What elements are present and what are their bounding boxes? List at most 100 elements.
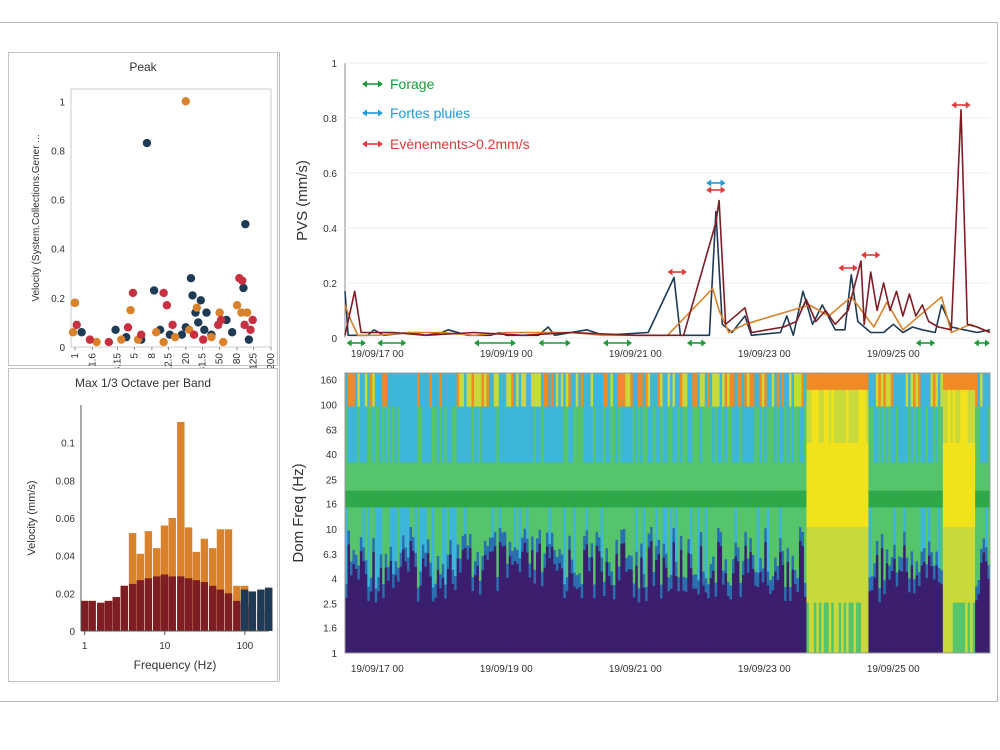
- heatmap-cell: [511, 564, 515, 654]
- heatmap-cell: [431, 587, 435, 602]
- heatmap-cell: [900, 373, 904, 407]
- heatmap-cell: [469, 462, 472, 491]
- heatmap-cell: [702, 507, 706, 572]
- heatmap-cell: [372, 406, 376, 463]
- y-tick-label: 0: [331, 334, 337, 345]
- heatmap-cell: [823, 389, 827, 444]
- heatmap-cell: [359, 406, 363, 463]
- heatmap-cell: [749, 406, 753, 463]
- heatmap-cell: [798, 507, 802, 528]
- heatmap-cell: [357, 406, 361, 463]
- heatmap-cell: [863, 373, 867, 391]
- heatmap-cell: [965, 389, 969, 444]
- x-tick-label: 1: [70, 353, 81, 359]
- heatmap-cell: [736, 373, 740, 407]
- heatmap-cell: [459, 558, 462, 574]
- x-tick-label: 19/09/23 00: [738, 664, 791, 675]
- heatmap-cell: [674, 490, 678, 508]
- heatmap-cell: [424, 507, 428, 554]
- heatmap-cell: [392, 373, 396, 407]
- heatmap-cell: [538, 373, 542, 407]
- heatmap-cell: [729, 507, 733, 586]
- heatmap-cell: [545, 406, 549, 463]
- heatmap-cell: [729, 406, 733, 463]
- heatmap-cell: [650, 462, 654, 491]
- heatmap-cell: [789, 462, 792, 491]
- heatmap-cell: [883, 490, 887, 508]
- heatmap-cell: [379, 554, 383, 569]
- heatmap-cell: [526, 462, 529, 491]
- heatmap-cell: [354, 462, 358, 491]
- heatmap-cell: [441, 507, 445, 565]
- heatmap-cell: [461, 490, 465, 508]
- heatmap-cell: [354, 568, 358, 654]
- heatmap-cell: [915, 575, 919, 654]
- heatmap-cell: [930, 462, 934, 491]
- heatmap-cell: [868, 373, 872, 407]
- heatmap-cell: [977, 594, 981, 654]
- heatmap-cell: [791, 373, 795, 407]
- heatmap-cell: [746, 462, 750, 491]
- heatmap-cell: [717, 406, 720, 463]
- heatmap-cell: [724, 462, 728, 491]
- heatmap-cell: [890, 462, 894, 491]
- heatmap-cell: [575, 575, 579, 590]
- heatmap-cell: [354, 507, 358, 556]
- heatmap-cell: [650, 490, 654, 508]
- heatmap-cell: [548, 544, 552, 559]
- heatmap-cell: [940, 406, 944, 463]
- heatmap-cell: [692, 406, 696, 463]
- octave-bar: [128, 533, 137, 631]
- heatmap-cell: [923, 562, 926, 654]
- scatter-point: [200, 325, 209, 334]
- heatmap-cell: [702, 571, 706, 586]
- heatmap-cell: [826, 373, 830, 391]
- heatmap-cell: [875, 507, 879, 542]
- heatmap-cell: [392, 462, 396, 491]
- heatmap-cell: [565, 591, 569, 654]
- heatmap-cell: [875, 555, 879, 654]
- scatter-point: [92, 337, 101, 347]
- heatmap-cell: [506, 373, 510, 407]
- heatmap-cell: [672, 507, 676, 529]
- heatmap-cell: [682, 490, 686, 508]
- forage-arrow: [973, 339, 990, 347]
- heatmap-cell: [431, 601, 435, 654]
- heatmap-cell: [416, 601, 420, 654]
- arrow-head-right: [378, 140, 383, 148]
- heatmap-cell: [935, 462, 939, 491]
- heatmap-cell: [590, 490, 594, 508]
- heatmap-cell: [674, 373, 678, 407]
- heatmap-cell: [905, 507, 909, 559]
- heatmap-cell: [898, 462, 902, 491]
- octave-bar: [136, 580, 145, 631]
- heatmap-cell: [449, 554, 453, 654]
- heatmap-cell: [831, 602, 835, 654]
- heatmap-cell: [372, 373, 376, 407]
- heatmap-cell: [374, 602, 378, 654]
- octave-panel: Max 1/3 Octave per Band 0 0.02 0.04 0.06 0.0…: [8, 368, 278, 682]
- heatmap-cell: [806, 443, 810, 528]
- heatmap-cell: [957, 602, 961, 654]
- heatmap-cell: [635, 565, 639, 654]
- heatmap-cell: [692, 462, 696, 491]
- heatmap-cell: [379, 406, 383, 463]
- x-tick-label: 50: [215, 353, 226, 365]
- heatmap-cell: [674, 462, 678, 491]
- heatmap-cell: [531, 490, 534, 508]
- heatmap-cell: [605, 462, 609, 491]
- heatmap-cell: [523, 490, 527, 508]
- heatmap-cell: [932, 507, 936, 567]
- octave-bar: [168, 518, 176, 631]
- heatmap-cell: [769, 507, 773, 581]
- y-tick-label: 25: [326, 475, 338, 486]
- heatmap-cell: [369, 373, 373, 407]
- x-tick-label: 19/09/21 00: [609, 349, 662, 360]
- heatmap-cell: [985, 462, 988, 491]
- heatmap-cell: [578, 490, 582, 508]
- heatmap-cell: [818, 602, 822, 654]
- heatmap-cell: [942, 389, 946, 444]
- heatmap-cell: [402, 507, 405, 536]
- heatmap-cell: [764, 373, 768, 407]
- heatmap-cell: [900, 406, 904, 463]
